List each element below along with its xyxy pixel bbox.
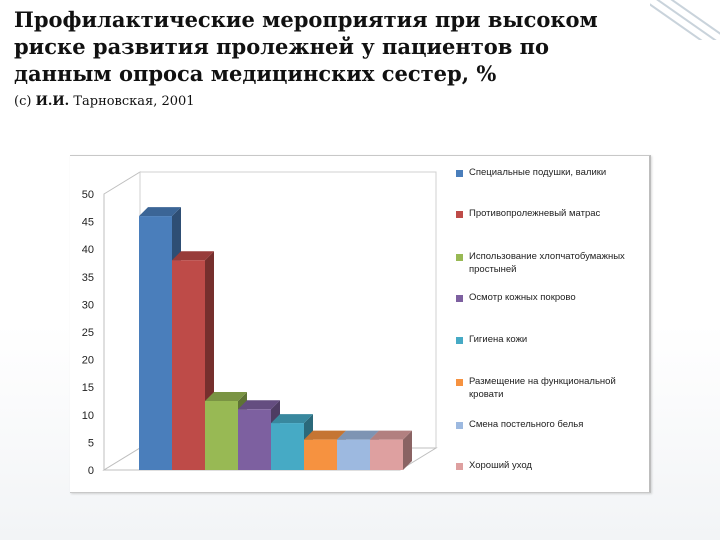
y-tick-label: 35 [82,272,94,284]
legend-item: Гигиена кожи [456,333,649,346]
bar [205,401,238,470]
y-tick-label: 40 [82,244,94,256]
y-tick-label: 30 [82,299,94,311]
legend-swatch [456,170,463,177]
bar-top [370,430,412,440]
bar [304,439,337,470]
legend-swatch [456,379,463,386]
slide-subtitle: (c) И.И. Тарновская, 2001 [14,94,195,109]
bar-top [304,430,346,440]
bar [238,409,271,470]
chart-side-wall [103,171,141,471]
legend-label: Использование хлопчатобумажных простыней [469,251,625,275]
subtitle-prefix: (c) [14,94,36,109]
bar [370,439,403,470]
bar-top [205,392,247,401]
legend-label: Осмотр кожных покрово [469,292,576,303]
legend-swatch [456,254,463,261]
bar [172,260,205,470]
bar-side [403,430,412,470]
legend-swatch [456,211,463,218]
bar-top [139,207,181,217]
bar [139,216,172,470]
subtitle-rest: Тарновская, 2001 [69,94,195,109]
bar-top [172,251,214,261]
bar [271,423,304,470]
chart-legend: Специальные подушки, валики Противопролеж… [456,160,656,480]
legend-item: Использование хлопчатобумажных простыней [456,250,649,276]
legend-label: Хороший уход [469,460,532,471]
legend-swatch [456,295,463,302]
y-tick-label: 25 [82,327,94,339]
legend-label: Размещение на функциональной кровати [469,376,616,400]
legend-swatch [456,337,463,344]
bar-top [271,414,313,424]
legend-label: Противопролежневый матрас [469,208,601,219]
legend-item: Специальные подушки, валики [456,166,649,179]
legend-item: Размещение на функциональной кровати [456,375,649,401]
bar [337,439,370,470]
legend-label: Гигиена кожи [469,334,528,345]
bar-top [337,430,379,440]
y-tick-label: 50 [82,189,94,201]
y-tick-label: 10 [82,410,94,422]
legend-item: Хороший уход [456,459,649,472]
y-tick-label: 0 [88,465,94,477]
subtitle-author: И.И. [35,94,70,109]
legend-label: Специальные подушки, валики [469,167,607,178]
slide-title: Профилактические мероприятия при высоком… [14,7,598,86]
legend-label: Смена постельного белья [469,419,584,430]
legend-swatch [456,422,463,429]
y-tick-label: 15 [82,382,94,394]
legend-item: Осмотр кожных покрово [456,291,649,304]
legend-item: Противопролежневый матрас [456,207,649,220]
legend-swatch [456,463,463,470]
bar-top [238,400,280,410]
y-tick-label: 5 [88,437,94,449]
y-tick-label: 45 [82,217,94,229]
y-tick-label: 20 [82,355,94,367]
legend-item: Смена постельного белья [456,418,649,431]
